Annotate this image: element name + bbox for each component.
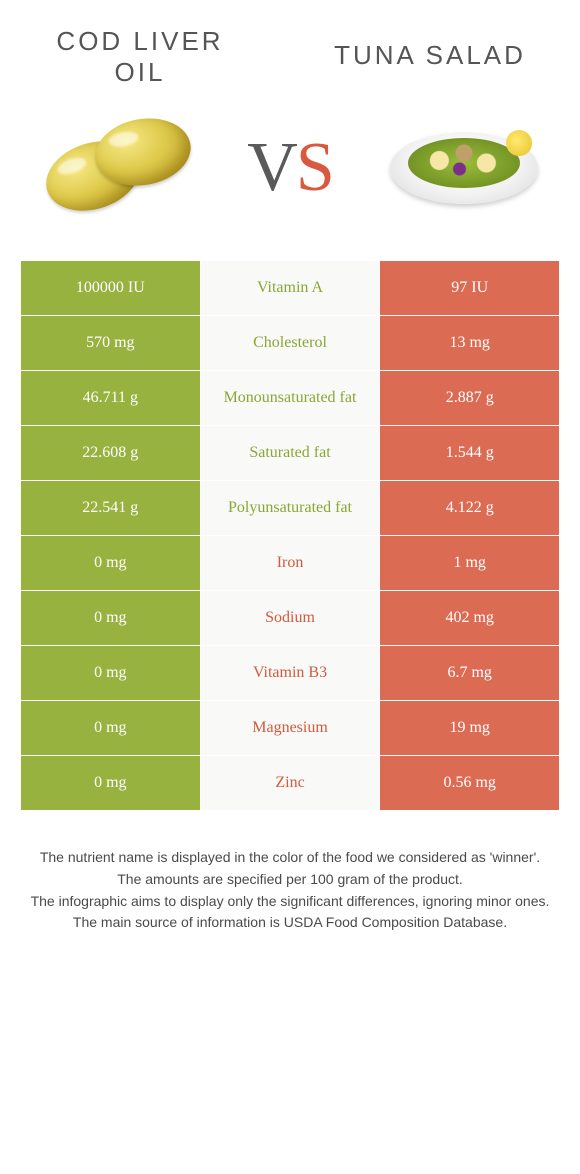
footer-line: The nutrient name is displayed in the co… — [20, 847, 560, 869]
table-row: 0 mgVitamin B36.7 mg — [21, 646, 560, 701]
right-value: 2.887 g — [380, 371, 560, 426]
left-value: 0 mg — [21, 536, 201, 591]
table-row: 0 mgZinc0.56 mg — [21, 756, 560, 811]
nutrient-name: Monounsaturated fat — [200, 371, 380, 426]
footer-notes: The nutrient name is displayed in the co… — [20, 847, 560, 934]
left-food-title: COD LIVER OIL — [40, 26, 240, 88]
left-value: 100000 IU — [21, 261, 201, 316]
right-food-image — [384, 108, 544, 228]
left-value: 22.608 g — [21, 426, 201, 481]
right-value: 6.7 mg — [380, 646, 560, 701]
nutrient-name: Cholesterol — [200, 316, 380, 371]
right-value: 97 IU — [380, 261, 560, 316]
nutrient-name: Vitamin B3 — [200, 646, 380, 701]
right-value: 13 mg — [380, 316, 560, 371]
table-row: 46.711 gMonounsaturated fat2.887 g — [21, 371, 560, 426]
left-value: 0 mg — [21, 591, 201, 646]
vs-v: V — [247, 128, 296, 208]
left-value: 570 mg — [21, 316, 201, 371]
left-value: 46.711 g — [21, 371, 201, 426]
nutrient-name: Polyunsaturated fat — [200, 481, 380, 536]
right-value: 402 mg — [380, 591, 560, 646]
table-row: 0 mgSodium402 mg — [21, 591, 560, 646]
right-value: 1 mg — [380, 536, 560, 591]
vs-s: S — [296, 128, 333, 208]
left-value: 22.541 g — [21, 481, 201, 536]
table-row: 100000 IUVitamin A97 IU — [21, 261, 560, 316]
nutrient-name: Iron — [200, 536, 380, 591]
left-value: 0 mg — [21, 646, 201, 701]
header: COD LIVER OIL TUNA SALAD — [0, 0, 580, 98]
vs-row: VS — [0, 98, 580, 252]
salad-plate-icon — [389, 118, 539, 218]
nutrient-name: Magnesium — [200, 701, 380, 756]
oil-capsules-icon — [41, 113, 191, 223]
left-value: 0 mg — [21, 701, 201, 756]
left-food-image — [36, 108, 196, 228]
right-food-title: TUNA SALAD — [320, 26, 540, 88]
footer-line: The main source of information is USDA F… — [20, 912, 560, 934]
footer-line: The infographic aims to display only the… — [20, 891, 560, 913]
right-value: 0.56 mg — [380, 756, 560, 811]
right-value: 19 mg — [380, 701, 560, 756]
footer-line: The amounts are specified per 100 gram o… — [20, 869, 560, 891]
right-value: 1.544 g — [380, 426, 560, 481]
right-value: 4.122 g — [380, 481, 560, 536]
vs-label: VS — [247, 128, 333, 208]
comparison-table: 100000 IUVitamin A97 IU570 mgCholesterol… — [20, 260, 560, 811]
nutrient-name: Sodium — [200, 591, 380, 646]
table-row: 0 mgIron1 mg — [21, 536, 560, 591]
left-value: 0 mg — [21, 756, 201, 811]
table-row: 22.541 gPolyunsaturated fat4.122 g — [21, 481, 560, 536]
nutrient-name: Vitamin A — [200, 261, 380, 316]
nutrient-name: Zinc — [200, 756, 380, 811]
nutrient-name: Saturated fat — [200, 426, 380, 481]
table-row: 0 mgMagnesium19 mg — [21, 701, 560, 756]
comparison-table-body: 100000 IUVitamin A97 IU570 mgCholesterol… — [21, 261, 560, 811]
table-row: 22.608 gSaturated fat1.544 g — [21, 426, 560, 481]
table-row: 570 mgCholesterol13 mg — [21, 316, 560, 371]
